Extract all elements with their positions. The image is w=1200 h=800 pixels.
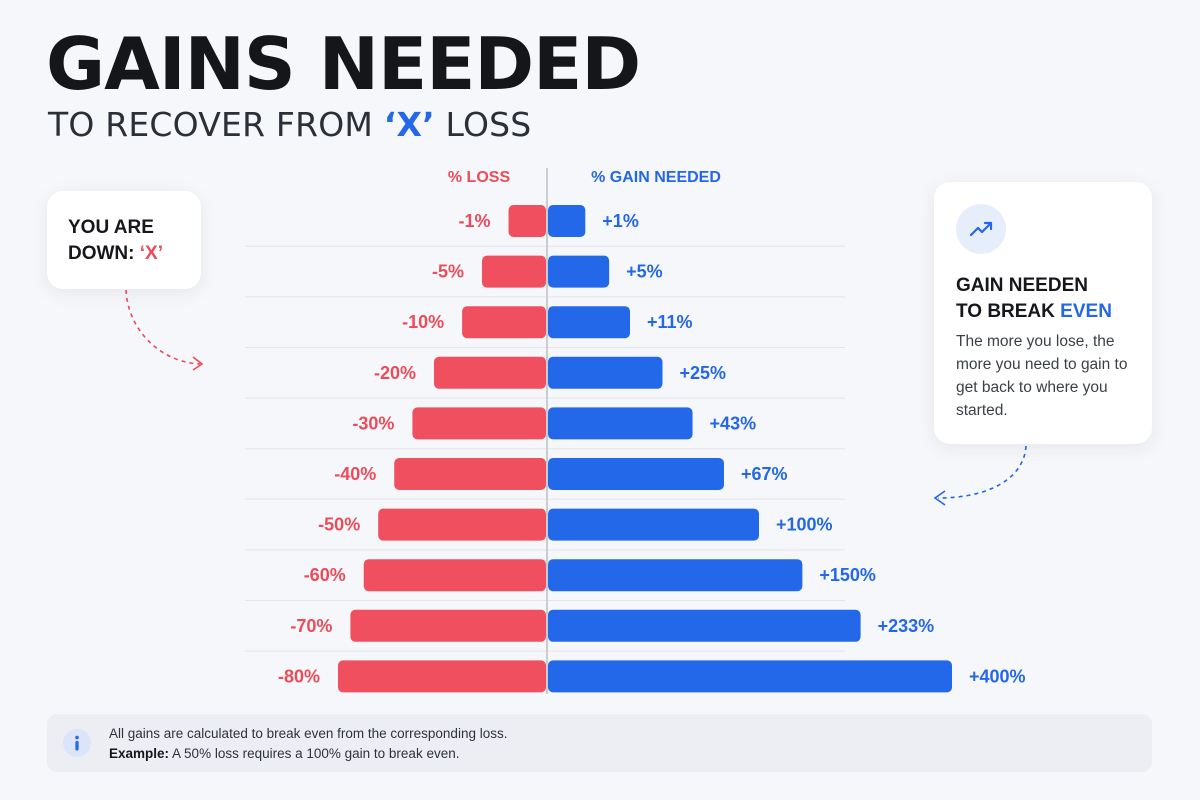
bar-loss-8 <box>363 559 546 592</box>
label-gain-6: +67% <box>741 464 788 484</box>
bar-gain-9 <box>548 609 861 642</box>
label-gain-3: +11% <box>647 312 693 332</box>
bar-gain-3 <box>548 306 631 339</box>
label-loss-8: -60% <box>304 565 346 585</box>
bar-loss-5 <box>412 407 546 440</box>
footnote-example-label: Example: <box>109 746 170 761</box>
footnote-line1: All gains are calculated to break even f… <box>109 726 508 741</box>
bar-gain-2 <box>548 255 610 288</box>
label-gain-9: +233% <box>878 616 935 636</box>
label-loss-5: -30% <box>352 413 394 433</box>
subtitle-suffix: LOSS <box>434 105 532 144</box>
label-loss-4: -20% <box>374 363 416 383</box>
label-gain-10: +400% <box>969 666 1026 686</box>
legend-loss-header: % LOSS <box>448 169 511 186</box>
label-loss-6: -40% <box>334 464 376 484</box>
bar-loss-2 <box>482 255 546 288</box>
page-subtitle: TO RECOVER FROM ‘X’ LOSS <box>48 108 531 141</box>
grid-lines <box>245 245 845 652</box>
label-loss-10: -80% <box>278 666 320 686</box>
label-gain-8: +150% <box>819 565 876 585</box>
label-loss-7: -50% <box>318 515 360 535</box>
bars <box>338 205 952 693</box>
bar-gain-8 <box>548 559 803 592</box>
legend-gain-header: % GAIN NEEDED <box>591 169 721 186</box>
gain-card-title-line1: GAIN NEEDEN <box>956 275 1088 296</box>
trending-up-icon <box>956 204 1006 254</box>
gain-card-title-highlight: EVEN <box>1060 301 1112 322</box>
gain-needed-card: GAIN NEEDEN TO BREAK EVEN The more you lo… <box>934 182 1152 444</box>
label-gain-2: +5% <box>626 262 663 282</box>
info-icon <box>62 728 92 758</box>
you-are-down-card: YOU ARE DOWN: ‘X’ <box>47 191 201 289</box>
bar-loss-9 <box>350 609 546 642</box>
gain-card-body: The more you lose, the more you need to … <box>956 333 1128 419</box>
label-gain-1: +1% <box>602 211 639 231</box>
bar-gain-6 <box>548 458 724 490</box>
bar-loss-3 <box>462 306 546 339</box>
gain-card-title-prefix: TO BREAK <box>956 301 1061 322</box>
footnote: All gains are calculated to break even f… <box>47 714 1152 772</box>
label-gain-7: +100% <box>776 515 833 535</box>
bar-gain-10 <box>548 660 952 693</box>
footnote-line2: Example: A 50% loss requires a 100% gain… <box>109 746 459 761</box>
label-gain-5: +43% <box>710 413 757 433</box>
down-highlight: ‘X’ <box>139 243 163 264</box>
page-title: GAINS NEEDED <box>46 22 641 106</box>
left-dashed-arrow <box>125 289 201 365</box>
bar-loss-4 <box>434 356 546 389</box>
footnote-example-text: A 50% loss requires a 100% gain to break… <box>169 746 460 761</box>
bar-loss-10 <box>338 660 546 693</box>
bar-loss-6 <box>394 458 546 490</box>
subtitle-prefix: TO RECOVER FROM <box>48 105 384 144</box>
gain-card-title: GAIN NEEDEN TO BREAK EVEN <box>956 273 1112 325</box>
label-loss-9: -70% <box>290 616 332 636</box>
bar-gain-5 <box>548 407 693 440</box>
you-are-down-line1: YOU ARE <box>68 217 154 238</box>
value-labels: -1% +1% -5% +5% -10% +11% -20% +25% -30% +43% -40%… <box>278 211 1026 686</box>
bar-gain-7 <box>548 508 759 541</box>
label-gain-4: +25% <box>680 363 727 383</box>
bar-loss-7 <box>378 508 546 541</box>
bar-gain-4 <box>548 356 663 389</box>
bar-loss-1 <box>508 205 546 237</box>
you-are-down-text: YOU ARE DOWN: ‘X’ <box>68 215 163 267</box>
left-arrow-head <box>192 356 204 371</box>
subtitle-highlight: ‘X’ <box>383 105 435 144</box>
bar-gain-1 <box>548 205 586 237</box>
label-loss-2: -5% <box>432 262 464 282</box>
right-dashed-arrow <box>937 445 1027 499</box>
down-prefix: DOWN: <box>68 243 140 264</box>
label-loss-3: -10% <box>402 312 444 332</box>
label-loss-1: -1% <box>459 211 491 231</box>
right-arrow-head <box>933 490 946 506</box>
